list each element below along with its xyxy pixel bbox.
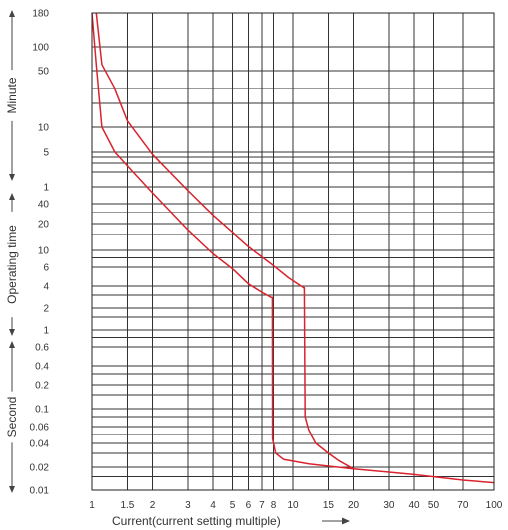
- x-tick-label: 8: [271, 500, 277, 511]
- y-group-label: Operating time: [5, 225, 19, 304]
- x-tick-label: 1: [89, 500, 95, 511]
- y-tick-label: 5: [43, 148, 49, 159]
- x-tick-label: 50: [428, 500, 440, 511]
- y-tick-label: 0.06: [30, 423, 50, 434]
- x-tick-label: 100: [486, 500, 503, 511]
- curve-line-1: [91, 12, 495, 484]
- x-tick-label: 70: [457, 500, 469, 511]
- y-tick-label: 0.02: [30, 463, 50, 474]
- x-tick-label: 15: [323, 500, 335, 511]
- y-tick-label: 10: [38, 123, 50, 134]
- y-tick-label: 1: [43, 326, 49, 337]
- x-tick-label: 30: [383, 500, 395, 511]
- curve-series: [91, 12, 495, 484]
- y-tick-label: 0.4: [35, 362, 49, 373]
- y-tick-label: 20: [38, 220, 50, 231]
- y-tick-label: 0.01: [30, 486, 50, 497]
- x-tick-labels: 1 1.5 2 3 4 5 6 7 8 10 15 20 30 40 50 70 100: [89, 500, 503, 511]
- y-tick-label: 0.04: [30, 439, 50, 450]
- x-tick-label: 2: [150, 500, 156, 511]
- x-tick-label: 5: [230, 500, 236, 511]
- y-tick-label: 1: [43, 183, 49, 194]
- y-group-label: Second: [5, 397, 19, 438]
- y-tick-label: 50: [38, 67, 50, 78]
- y-tick-label: 180: [32, 9, 49, 20]
- y-tick-label: 40: [38, 200, 50, 211]
- x-tick-label: 6: [246, 500, 252, 511]
- x-tick-label: 3: [185, 500, 191, 511]
- y-tick-label: 0.1: [35, 405, 49, 416]
- y-tick-label: 10: [38, 246, 50, 257]
- plot-frame: [91, 12, 495, 491]
- x-tick-label: 7: [259, 500, 265, 511]
- y-group-arrow-down: [9, 174, 15, 181]
- grid-lines: [91, 12, 495, 491]
- y-tick-label: 100: [32, 43, 49, 54]
- y-tick-labels: 180 100 50 10 5 1 40 20 10 6 4 2 1 0.6 0.4 0.2 0.1 0.06 0.…: [30, 9, 50, 497]
- x-axis-arrow-head: [342, 517, 350, 525]
- y-tick-label: 4: [43, 282, 49, 293]
- y-tick-label: 2: [43, 304, 49, 315]
- x-tick-label: 10: [287, 500, 299, 511]
- x-tick-label: 4: [210, 500, 216, 511]
- y-group-arrow-down: [9, 329, 15, 336]
- curve-line-2: [95, 12, 354, 470]
- y-group-label: Minute: [5, 77, 19, 113]
- x-tick-label: 40: [408, 500, 420, 511]
- y-tick-label: 6: [43, 263, 49, 274]
- y-group-arrow-up: [9, 10, 15, 17]
- y-group-arrow-up: [9, 341, 15, 348]
- x-tick-label: 1.5: [120, 500, 134, 511]
- y-tick-label: 0.6: [35, 343, 49, 354]
- y-tick-label: 0.2: [35, 381, 49, 392]
- x-axis-title: Current(current setting multiple): [112, 514, 281, 528]
- y-group-arrow-down: [9, 486, 15, 493]
- x-tick-label: 20: [348, 500, 360, 511]
- y-axis-group-labels: Minute Operating time Second: [5, 10, 19, 493]
- y-group-arrow-up: [9, 193, 15, 200]
